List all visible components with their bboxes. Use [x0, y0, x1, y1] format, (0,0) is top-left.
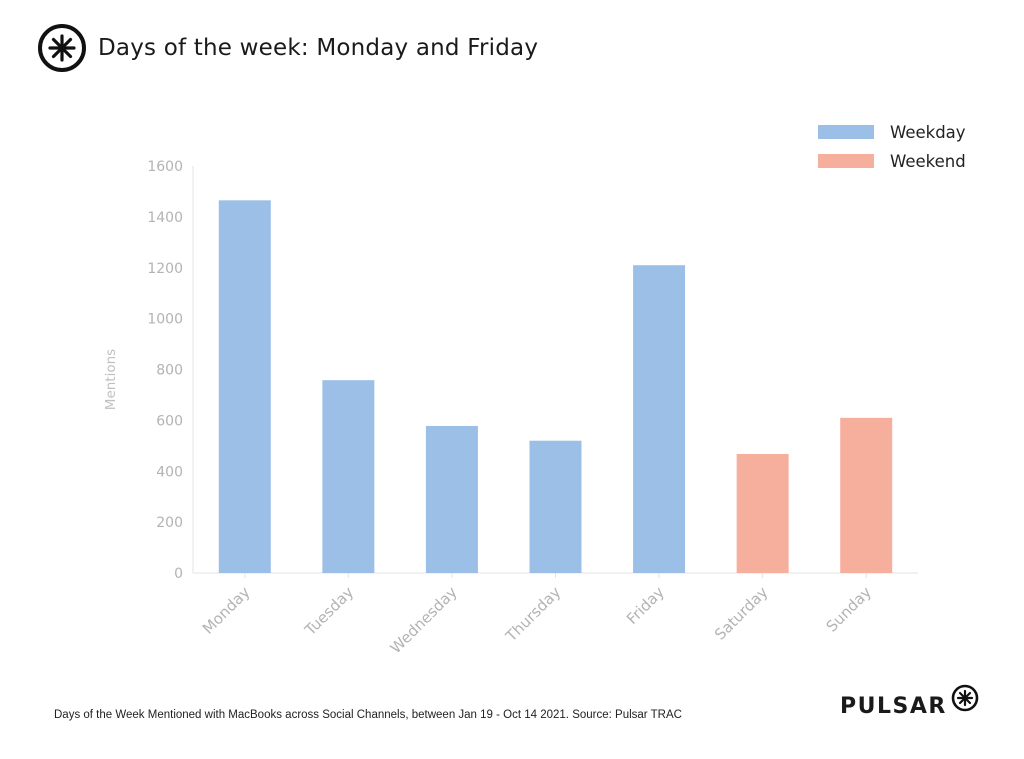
bar-tuesday — [322, 380, 375, 573]
x-tick-label: Monday — [199, 583, 254, 638]
brand-name: PULSAR — [840, 694, 947, 719]
y-tick-label: 200 — [156, 515, 183, 531]
x-tick-label: Friday — [623, 583, 668, 628]
source-note: Days of the Week Mentioned with MacBooks… — [54, 709, 682, 721]
x-tick-label: Wednesday — [387, 583, 461, 657]
legend-swatch-weekend — [818, 154, 874, 168]
bar-wednesday — [425, 425, 478, 573]
brand-logo: PULSAR — [840, 684, 981, 719]
page-title: Days of the week: Monday and Friday — [98, 35, 539, 61]
y-tick-label: 600 — [156, 413, 183, 429]
bar-friday — [633, 265, 686, 573]
pulsar-asterisk-icon — [951, 684, 979, 711]
x-tick-label: Tuesday — [301, 583, 358, 640]
y-tick-label: 0 — [174, 566, 183, 582]
bar-sunday — [840, 417, 893, 573]
bar-saturday — [736, 453, 789, 573]
y-tick-label: 1000 — [147, 312, 183, 328]
y-tick-label: 1600 — [147, 159, 183, 175]
header: Days of the week: Monday and Friday — [36, 22, 538, 74]
y-tick-label: 400 — [156, 464, 183, 480]
bar-monday — [218, 200, 271, 573]
x-tick-label: Thursday — [502, 583, 565, 646]
y-axis-title: Mentions — [103, 349, 119, 410]
pulsar-logo-icon — [38, 24, 86, 72]
y-tick-label: 1200 — [147, 261, 183, 277]
bar-thursday — [529, 440, 582, 573]
y-tick-label: 800 — [156, 363, 183, 379]
x-tick-label: Saturday — [711, 583, 772, 644]
y-tick-label: 1400 — [147, 210, 183, 226]
legend-swatch-weekday — [818, 125, 874, 139]
x-tick-label: Sunday — [823, 583, 876, 636]
legend-label: Weekday — [890, 123, 966, 142]
legend-label: Weekend — [890, 152, 966, 171]
